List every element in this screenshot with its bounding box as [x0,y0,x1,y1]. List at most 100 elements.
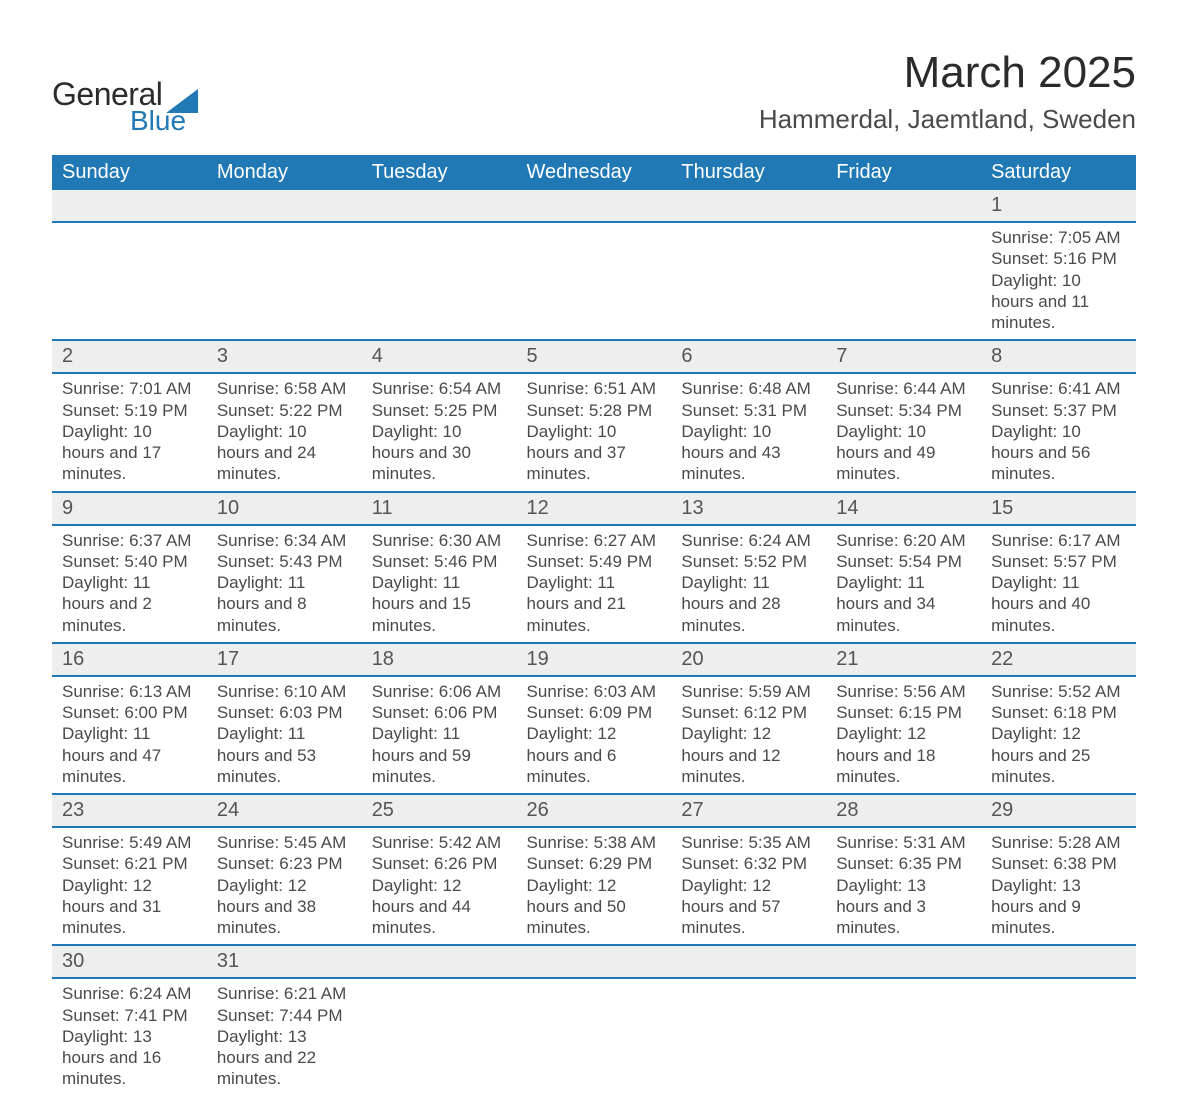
daylight-line: Daylight: 10 hours and 43 minutes. [681,421,816,485]
empty-cell [671,222,826,340]
sunrise-line: Sunrise: 6:58 AM [217,378,352,399]
day-number: 24 [207,794,362,827]
empty-cell [207,190,362,222]
day-cell: Sunrise: 6:51 AMSunset: 5:28 PMDaylight:… [517,373,672,491]
brand-blue: Blue [130,105,198,137]
daylight-line: Daylight: 10 hours and 49 minutes. [836,421,971,485]
daylight-line: Daylight: 11 hours and 2 minutes. [62,572,197,636]
day-cell: Sunrise: 5:59 AMSunset: 6:12 PMDaylight:… [671,676,826,794]
daylight-line: Daylight: 10 hours and 24 minutes. [217,421,352,485]
empty-cell [362,190,517,222]
sunset-line: Sunset: 7:44 PM [217,1005,352,1026]
day-number: 19 [517,643,672,676]
data-row: Sunrise: 6:24 AMSunset: 7:41 PMDaylight:… [52,978,1136,1095]
day-cell: Sunrise: 6:58 AMSunset: 5:22 PMDaylight:… [207,373,362,491]
sunset-line: Sunset: 6:00 PM [62,702,197,723]
day-number: 14 [826,492,981,525]
day-number: 15 [981,492,1136,525]
daylight-line: Daylight: 13 hours and 3 minutes. [836,875,971,939]
empty-cell [517,222,672,340]
day-cell: Sunrise: 6:48 AMSunset: 5:31 PMDaylight:… [671,373,826,491]
day-cell: Sunrise: 6:54 AMSunset: 5:25 PMDaylight:… [362,373,517,491]
sunrise-line: Sunrise: 5:28 AM [991,832,1126,853]
sunrise-line: Sunrise: 6:20 AM [836,530,971,551]
sunrise-line: Sunrise: 5:45 AM [217,832,352,853]
sunset-line: Sunset: 5:19 PM [62,400,197,421]
data-row: Sunrise: 6:37 AMSunset: 5:40 PMDaylight:… [52,525,1136,643]
day-number: 4 [362,340,517,373]
daylight-line: Daylight: 11 hours and 53 minutes. [217,723,352,787]
data-row: Sunrise: 5:49 AMSunset: 6:21 PMDaylight:… [52,827,1136,945]
day-cell: Sunrise: 5:31 AMSunset: 6:35 PMDaylight:… [826,827,981,945]
calendar-table: SundayMondayTuesdayWednesdayThursdayFrid… [52,155,1136,1096]
empty-cell [52,222,207,340]
day-cell: Sunrise: 5:56 AMSunset: 6:15 PMDaylight:… [826,676,981,794]
day-number: 25 [362,794,517,827]
sunset-line: Sunset: 6:38 PM [991,853,1126,874]
empty-cell [826,222,981,340]
sunrise-line: Sunrise: 5:35 AM [681,832,816,853]
day-cell: Sunrise: 6:44 AMSunset: 5:34 PMDaylight:… [826,373,981,491]
data-row: Sunrise: 7:05 AMSunset: 5:16 PMDaylight:… [52,222,1136,340]
day-cell: Sunrise: 7:05 AMSunset: 5:16 PMDaylight:… [981,222,1136,340]
title-block: March 2025 Hammerdal, Jaemtland, Sweden [759,48,1136,135]
day-cell: Sunrise: 5:28 AMSunset: 6:38 PMDaylight:… [981,827,1136,945]
day-number: 16 [52,643,207,676]
weekday-header: Friday [826,155,981,190]
daylight-line: Daylight: 13 hours and 22 minutes. [217,1026,352,1090]
day-cell: Sunrise: 6:06 AMSunset: 6:06 PMDaylight:… [362,676,517,794]
day-cell: Sunrise: 6:03 AMSunset: 6:09 PMDaylight:… [517,676,672,794]
empty-cell [671,190,826,222]
sunset-line: Sunset: 5:28 PM [527,400,662,421]
empty-cell [826,190,981,222]
day-number: 28 [826,794,981,827]
sunrise-line: Sunrise: 6:13 AM [62,681,197,702]
day-number: 13 [671,492,826,525]
weekday-header: Saturday [981,155,1136,190]
weekday-header: Wednesday [517,155,672,190]
empty-cell [981,945,1136,978]
daylight-line: Daylight: 11 hours and 28 minutes. [681,572,816,636]
sunrise-line: Sunrise: 6:34 AM [217,530,352,551]
daylight-line: Daylight: 11 hours and 21 minutes. [527,572,662,636]
sunset-line: Sunset: 6:35 PM [836,853,971,874]
sunset-line: Sunset: 5:25 PM [372,400,507,421]
sunrise-line: Sunrise: 6:37 AM [62,530,197,551]
empty-cell [362,978,517,1095]
daynum-row: 16171819202122 [52,643,1136,676]
daylight-line: Daylight: 10 hours and 30 minutes. [372,421,507,485]
day-number: 21 [826,643,981,676]
location: Hammerdal, Jaemtland, Sweden [759,104,1136,135]
day-cell: Sunrise: 5:42 AMSunset: 6:26 PMDaylight:… [362,827,517,945]
daynum-row: 2345678 [52,340,1136,373]
sunrise-line: Sunrise: 5:38 AM [527,832,662,853]
daylight-line: Daylight: 11 hours and 40 minutes. [991,572,1126,636]
day-number: 5 [517,340,672,373]
day-number: 17 [207,643,362,676]
brand-logo: General Blue [52,76,198,137]
sunrise-line: Sunrise: 7:05 AM [991,227,1126,248]
daylight-line: Daylight: 11 hours and 34 minutes. [836,572,971,636]
empty-cell [671,978,826,1095]
day-cell: Sunrise: 6:24 AMSunset: 5:52 PMDaylight:… [671,525,826,643]
empty-cell [52,190,207,222]
daylight-line: Daylight: 11 hours and 15 minutes. [372,572,507,636]
sunrise-line: Sunrise: 6:17 AM [991,530,1126,551]
day-cell: Sunrise: 5:35 AMSunset: 6:32 PMDaylight:… [671,827,826,945]
day-number: 20 [671,643,826,676]
sunrise-line: Sunrise: 6:27 AM [527,530,662,551]
day-number: 26 [517,794,672,827]
daylight-line: Daylight: 12 hours and 12 minutes. [681,723,816,787]
sunrise-line: Sunrise: 5:42 AM [372,832,507,853]
sunrise-line: Sunrise: 6:30 AM [372,530,507,551]
sunset-line: Sunset: 6:03 PM [217,702,352,723]
day-number: 3 [207,340,362,373]
sunset-line: Sunset: 5:49 PM [527,551,662,572]
data-row: Sunrise: 7:01 AMSunset: 5:19 PMDaylight:… [52,373,1136,491]
sunrise-line: Sunrise: 5:49 AM [62,832,197,853]
daylight-line: Daylight: 10 hours and 56 minutes. [991,421,1126,485]
weekday-header: Sunday [52,155,207,190]
day-cell: Sunrise: 6:13 AMSunset: 6:00 PMDaylight:… [52,676,207,794]
empty-cell [517,978,672,1095]
sunset-line: Sunset: 5:52 PM [681,551,816,572]
